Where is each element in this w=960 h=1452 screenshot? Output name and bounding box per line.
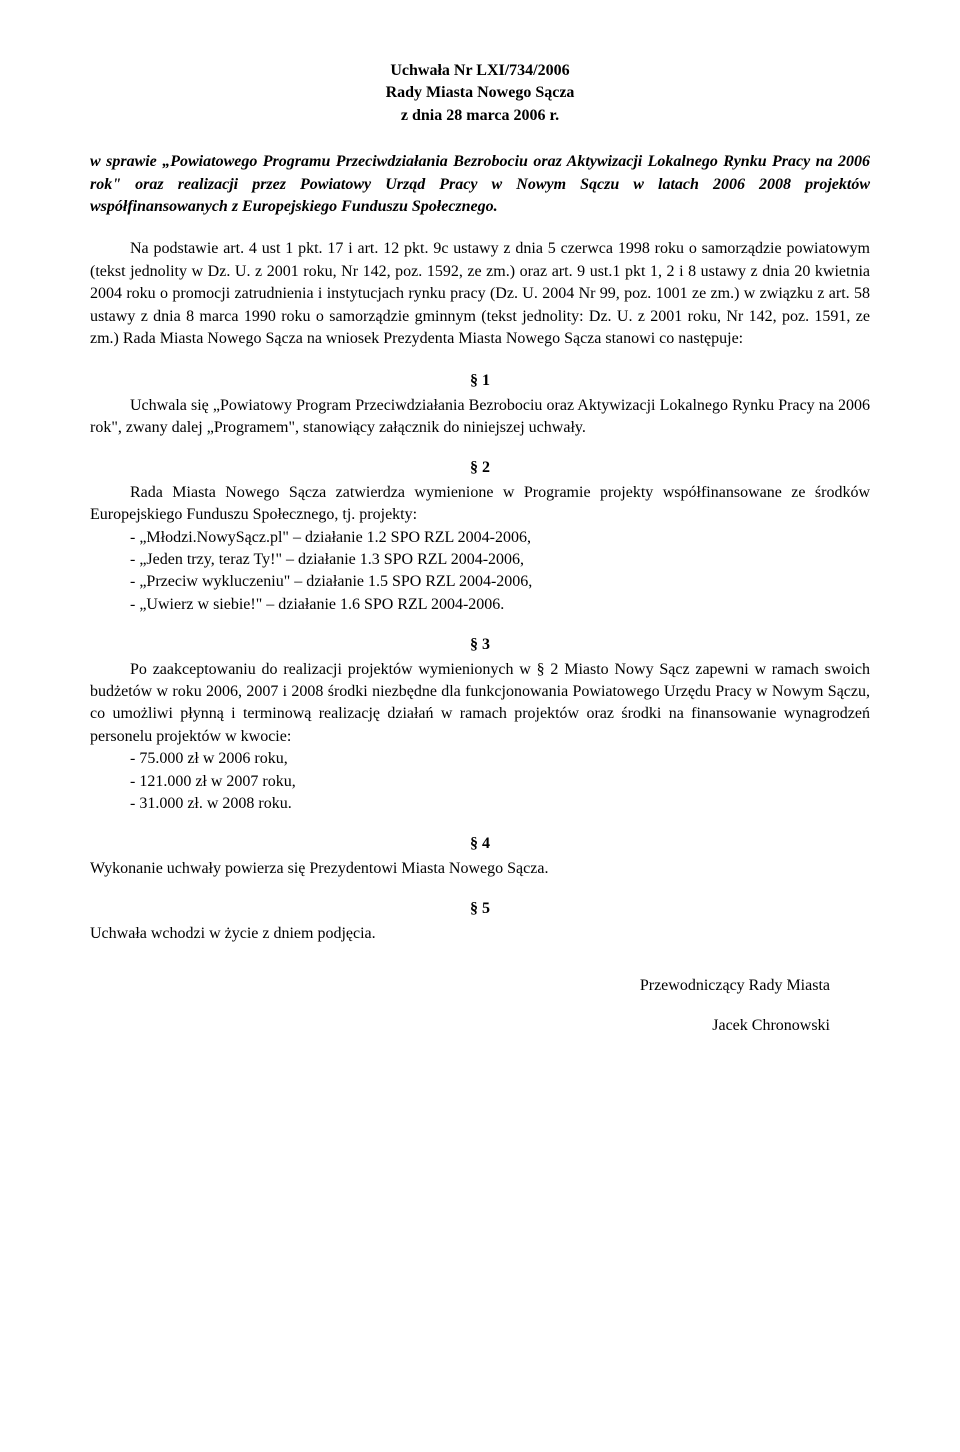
section-3: § 3 Po zaakceptowaniu do realizacji proj… — [90, 634, 870, 815]
section-3-intro: Po zaakceptowaniu do realizacji projektó… — [90, 659, 870, 749]
section-4: § 4 Wykonanie uchwały powierza się Prezy… — [90, 833, 870, 880]
intro-prefix: w sprawie — [90, 153, 162, 170]
section-4-body: Wykonanie uchwały powierza się Prezydent… — [90, 858, 870, 880]
section-3-item-1: 121.000 zł w 2007 roku, — [90, 771, 870, 793]
section-1-body: Uchwala się „Powiatowy Program Przeciwdz… — [90, 395, 870, 440]
signature-block: Przewodniczący Rady Miasta Jacek Chronow… — [90, 975, 870, 1038]
section-2-item-2: „Przeciw wykluczeniu" – działanie 1.5 SP… — [90, 571, 870, 593]
header-line-1: Uchwała Nr LXI/734/2006 — [90, 60, 870, 82]
section-5-number: § 5 — [90, 898, 870, 920]
signature-name: Jacek Chronowski — [90, 1015, 830, 1037]
section-3-number: § 3 — [90, 634, 870, 656]
section-3-item-0: 75.000 zł w 2006 roku, — [90, 748, 870, 770]
header-line-2: Rady Miasta Nowego Sącza — [90, 82, 870, 104]
header-line-3: z dnia 28 marca 2006 r. — [90, 105, 870, 127]
section-2-item-3: „Uwierz w siebie!" – działanie 1.6 SPO R… — [90, 594, 870, 616]
intro-italic: „Powiatowego Programu Przeciwdziałania B… — [90, 153, 870, 215]
section-4-number: § 4 — [90, 833, 870, 855]
document-header: Uchwała Nr LXI/734/2006 Rady Miasta Nowe… — [90, 60, 870, 127]
section-2-number: § 2 — [90, 457, 870, 479]
section-2-item-0: „Młodzi.NowySącz.pl" – działanie 1.2 SPO… — [90, 527, 870, 549]
section-1: § 1 Uchwala się „Powiatowy Program Przec… — [90, 370, 870, 439]
legal-basis: Na podstawie art. 4 ust 1 pkt. 17 i art.… — [90, 238, 870, 350]
signature-title: Przewodniczący Rady Miasta — [90, 975, 830, 997]
section-2-intro: Rada Miasta Nowego Sącza zatwierdza wymi… — [90, 482, 870, 527]
section-5-body: Uchwała wchodzi w życie z dniem podjęcia… — [90, 923, 870, 945]
section-5: § 5 Uchwała wchodzi w życie z dniem podj… — [90, 898, 870, 945]
section-1-number: § 1 — [90, 370, 870, 392]
section-3-item-2: 31.000 zł. w 2008 roku. — [90, 793, 870, 815]
section-2-item-1: „Jeden trzy, teraz Ty!" – działanie 1.3 … — [90, 549, 870, 571]
intro-paragraph: w sprawie „Powiatowego Programu Przeciwd… — [90, 151, 870, 218]
section-2: § 2 Rada Miasta Nowego Sącza zatwierdza … — [90, 457, 870, 616]
